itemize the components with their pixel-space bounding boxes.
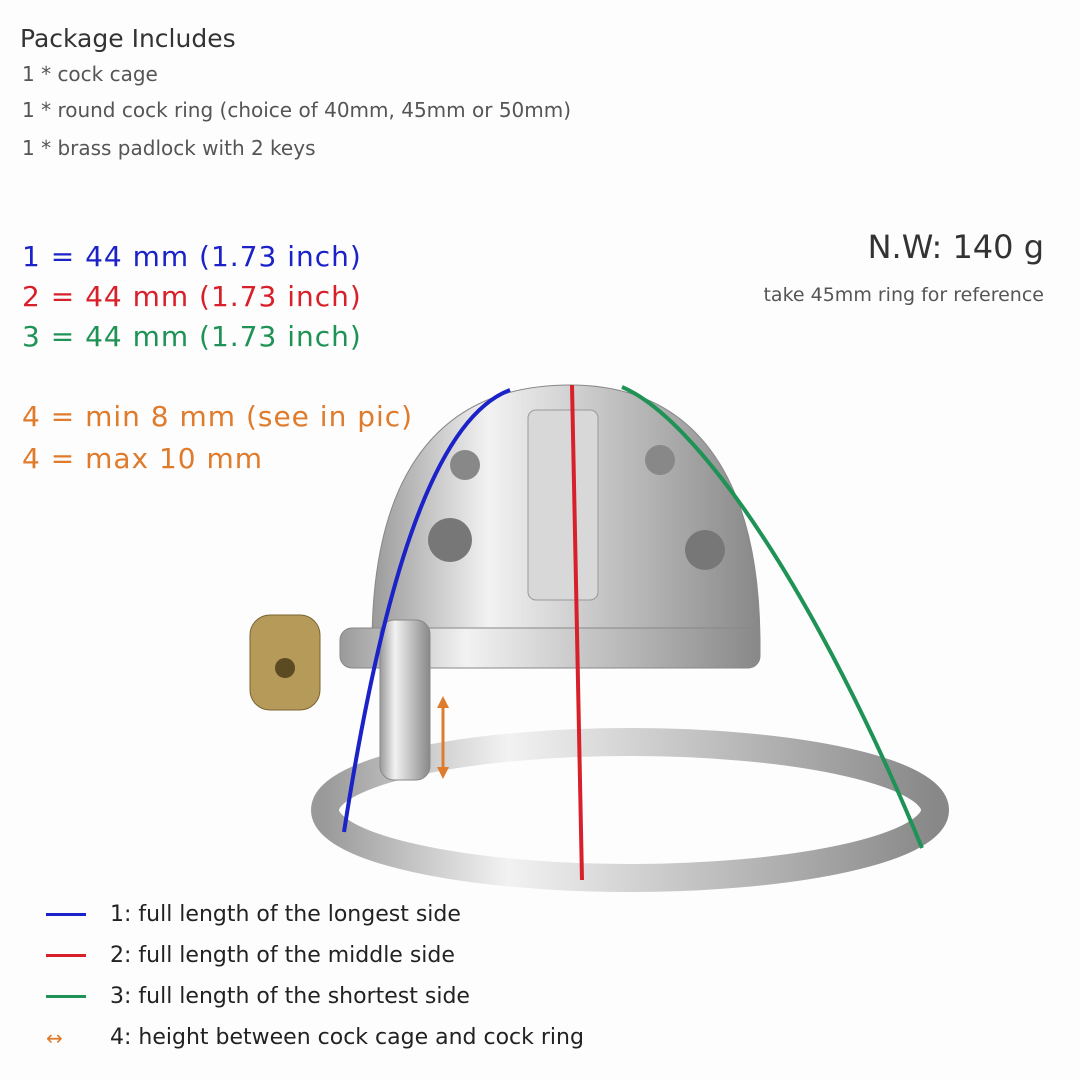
legend-label: 3: full length of the shortest side (110, 984, 470, 1009)
measure-line-2 (570, 384, 584, 881)
lock-post (379, 619, 431, 781)
keyhole-icon (275, 658, 295, 678)
measurement-4-min: 4 = min 8 mm (see in pic) (22, 400, 414, 433)
net-weight: N.W: 140 g (867, 228, 1044, 266)
legend-item-3: 3: full length of the shortest side (46, 984, 470, 1009)
legend-item-2: 2: full length of the middle side (46, 943, 455, 968)
cage-slot (527, 409, 599, 601)
cage-base-band (339, 627, 761, 669)
measure-line-3 (621, 385, 924, 849)
package-title: Package Includes (20, 24, 236, 53)
cage-hole (450, 450, 480, 480)
measurement-4-max: 4 = max 10 mm (22, 442, 264, 475)
measurement-1: 1 = 44 mm (1.73 inch) (22, 240, 362, 273)
package-item: 1 * brass padlock with 2 keys (22, 136, 316, 160)
cage-hole (428, 518, 472, 562)
green-line-icon (46, 995, 86, 998)
measurement-3: 3 = 44 mm (1.73 inch) (22, 320, 362, 353)
legend-label: 2: full length of the middle side (110, 943, 455, 968)
measurement-2: 2 = 44 mm (1.73 inch) (22, 280, 362, 313)
legend-label: 4: height between cock cage and cock rin… (110, 1025, 584, 1050)
double-arrow-icon: ↔ (46, 1025, 63, 1050)
legend-item-1: 1: full length of the longest side (46, 902, 461, 927)
measure-line-1 (342, 388, 511, 833)
cock-ring (311, 728, 949, 892)
red-line-icon (46, 954, 86, 957)
cage-hole (645, 445, 675, 475)
package-item: 1 * round cock ring (choice of 40mm, 45m… (22, 98, 572, 122)
net-weight-note: take 45mm ring for reference (763, 284, 1044, 306)
legend-item-4: ↔ 4: height between cock cage and cock r… (46, 1025, 584, 1050)
package-item: 1 * cock cage (22, 62, 158, 86)
legend-label: 1: full length of the longest side (110, 902, 461, 927)
blue-line-icon (46, 913, 86, 916)
cage-hole (685, 530, 725, 570)
